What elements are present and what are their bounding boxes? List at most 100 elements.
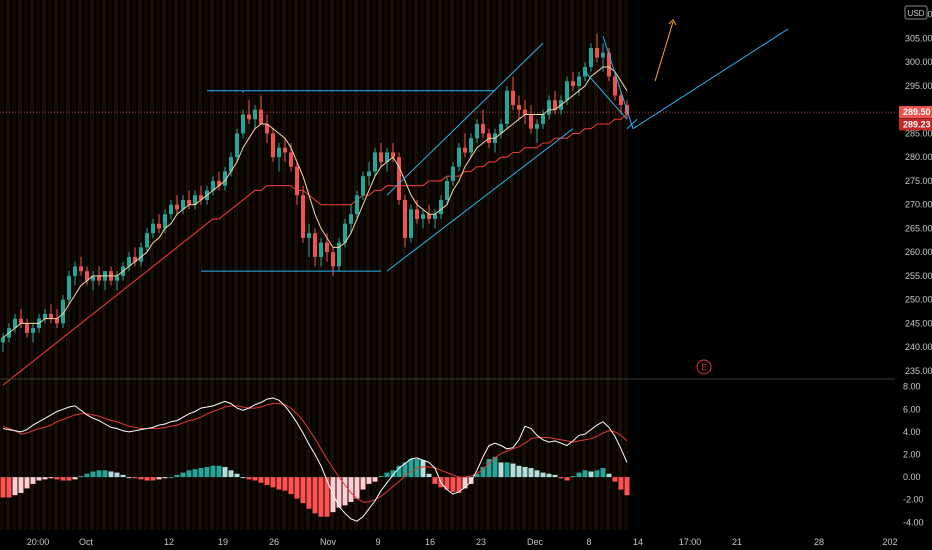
time-axis[interactable]: 20:00 Oct 12 19 26 Nov 9 16 23 Dec 8 14 17:00 21 28 202: [27, 537, 898, 547]
macd-histogram-bar: [6, 477, 12, 498]
candle[interactable]: [115, 271, 119, 291]
candle[interactable]: [337, 237, 341, 272]
candle[interactable]: [25, 318, 29, 338]
candle[interactable]: [241, 109, 245, 139]
session-band: [384, 0, 388, 530]
candle[interactable]: [619, 90, 623, 115]
candle[interactable]: [439, 195, 443, 219]
candle[interactable]: [79, 256, 83, 276]
candle-body: [73, 266, 77, 276]
candle[interactable]: [517, 95, 521, 120]
candle[interactable]: [373, 147, 377, 177]
candle[interactable]: [295, 161, 299, 205]
candle[interactable]: [19, 309, 23, 329]
session-band: [396, 0, 400, 530]
candle[interactable]: [187, 190, 191, 210]
candle[interactable]: [451, 161, 455, 186]
candle[interactable]: [535, 119, 539, 143]
candle[interactable]: [235, 128, 239, 162]
candle[interactable]: [67, 271, 71, 305]
candle[interactable]: [301, 185, 305, 243]
candle[interactable]: [349, 204, 353, 234]
candle[interactable]: [73, 261, 77, 286]
session-band: [318, 0, 322, 530]
candle[interactable]: [253, 104, 257, 129]
candle[interactable]: [43, 309, 47, 324]
candle[interactable]: [217, 171, 221, 191]
macd-axis[interactable]: -4.00 -2.00 0.00 2.00 4.00 6.00 8.00: [903, 382, 924, 528]
macd-pane[interactable]: [0, 397, 630, 522]
candle[interactable]: [463, 133, 467, 158]
candle[interactable]: [607, 47, 611, 82]
candle-body: [547, 100, 551, 115]
candle[interactable]: [169, 199, 173, 219]
candle[interactable]: [307, 223, 311, 257]
candle[interactable]: [199, 185, 203, 205]
candle[interactable]: [145, 228, 149, 253]
candle[interactable]: [397, 152, 401, 205]
currency-badge[interactable]: USD: [904, 5, 928, 20]
candle[interactable]: [1, 332, 5, 352]
candle[interactable]: [319, 237, 323, 267]
candle[interactable]: [499, 119, 503, 139]
candle[interactable]: [13, 313, 17, 333]
candle[interactable]: [175, 195, 179, 215]
price-pane[interactable]: [0, 33, 895, 386]
candle[interactable]: [481, 109, 485, 139]
candle[interactable]: [379, 142, 383, 167]
candle[interactable]: [589, 43, 593, 72]
candle[interactable]: [283, 138, 287, 162]
candle[interactable]: [211, 176, 215, 196]
candle[interactable]: [313, 228, 317, 267]
candle[interactable]: [367, 161, 371, 186]
time-tick-label: 23: [476, 537, 486, 547]
candle[interactable]: [403, 195, 407, 248]
candle[interactable]: [259, 95, 263, 124]
candle[interactable]: [613, 71, 617, 101]
candle[interactable]: [127, 252, 131, 272]
candle[interactable]: [409, 204, 413, 243]
candle[interactable]: [541, 109, 545, 129]
candle-body: [535, 123, 539, 129]
candle[interactable]: [361, 171, 365, 200]
ma-value-badge[interactable]: 289.23: [899, 118, 932, 131]
candle[interactable]: [85, 266, 89, 286]
candle[interactable]: [475, 119, 479, 143]
candle[interactable]: [553, 90, 557, 115]
candle[interactable]: [277, 142, 281, 172]
session-band: [456, 0, 460, 530]
candle[interactable]: [511, 76, 515, 110]
candle[interactable]: [505, 85, 509, 129]
candle[interactable]: [445, 176, 449, 205]
candle[interactable]: [577, 71, 581, 96]
candle[interactable]: [355, 190, 359, 219]
candle-body: [571, 81, 575, 86]
candle[interactable]: [91, 271, 95, 291]
candle[interactable]: [157, 214, 161, 234]
candle[interactable]: [265, 114, 269, 143]
candle[interactable]: [49, 304, 53, 324]
candle[interactable]: [457, 142, 461, 172]
candle[interactable]: [529, 104, 533, 134]
candle[interactable]: [193, 190, 197, 210]
candle[interactable]: [61, 294, 65, 329]
last-price-badge[interactable]: 289.50: [899, 106, 932, 119]
candle[interactable]: [133, 247, 137, 267]
candle[interactable]: [547, 95, 551, 120]
candle[interactable]: [151, 218, 155, 238]
candle[interactable]: [571, 71, 575, 91]
candle[interactable]: [391, 142, 395, 162]
candle[interactable]: [469, 133, 473, 158]
candle[interactable]: [31, 323, 35, 343]
candle[interactable]: [595, 33, 599, 63]
candle[interactable]: [421, 209, 425, 229]
macd-histogram-bar: [204, 466, 210, 478]
candle[interactable]: [223, 166, 227, 191]
earnings-marker[interactable]: E: [696, 359, 712, 375]
candle[interactable]: [271, 128, 275, 162]
candle[interactable]: [385, 147, 389, 172]
candle[interactable]: [181, 195, 185, 215]
candle[interactable]: [139, 242, 143, 267]
candle[interactable]: [433, 209, 437, 229]
